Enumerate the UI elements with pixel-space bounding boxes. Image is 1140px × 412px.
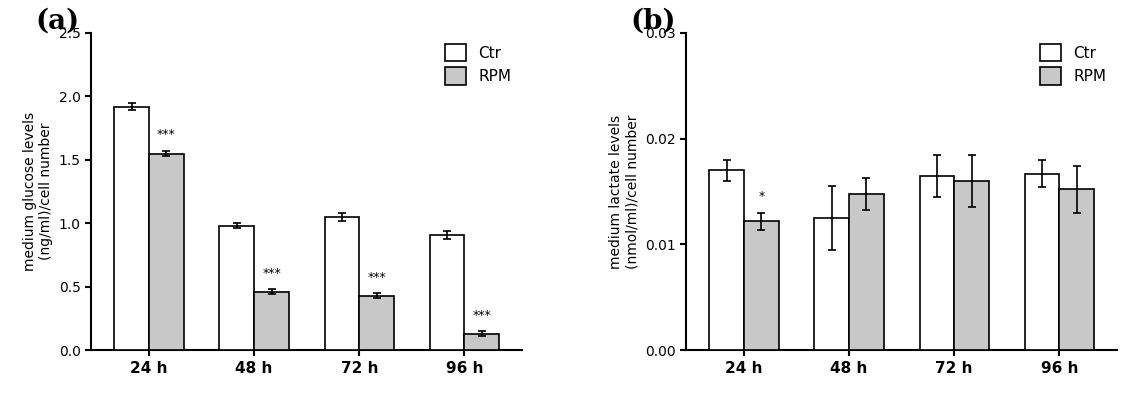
- Text: ***: ***: [472, 309, 491, 322]
- Bar: [149, 154, 184, 350]
- Bar: [954, 181, 988, 350]
- Bar: [464, 334, 499, 350]
- Legend: Ctr, RPM: Ctr, RPM: [442, 41, 514, 88]
- Bar: [430, 235, 464, 350]
- Bar: [1025, 173, 1059, 350]
- Bar: [920, 176, 954, 350]
- Bar: [1059, 190, 1094, 350]
- Text: ***: ***: [367, 271, 386, 283]
- Bar: [220, 226, 254, 350]
- Bar: [849, 194, 884, 350]
- Bar: [359, 296, 394, 350]
- Y-axis label: medium glucose levels
(ng/ml)/cell number: medium glucose levels (ng/ml)/cell numbe…: [23, 112, 54, 271]
- Bar: [254, 292, 288, 350]
- Bar: [744, 221, 779, 350]
- Legend: Ctr, RPM: Ctr, RPM: [1037, 41, 1109, 88]
- Text: ***: ***: [262, 267, 280, 280]
- Text: *: *: [758, 190, 765, 203]
- Bar: [114, 107, 149, 350]
- Bar: [325, 217, 359, 350]
- Bar: [709, 171, 744, 350]
- Text: (a): (a): [35, 7, 80, 35]
- Text: ***: ***: [157, 129, 176, 141]
- Bar: [814, 218, 849, 350]
- Text: (b): (b): [630, 7, 676, 35]
- Y-axis label: medium lactate levels
(nmol/ml)/cell number: medium lactate levels (nmol/ml)/cell num…: [609, 114, 640, 269]
